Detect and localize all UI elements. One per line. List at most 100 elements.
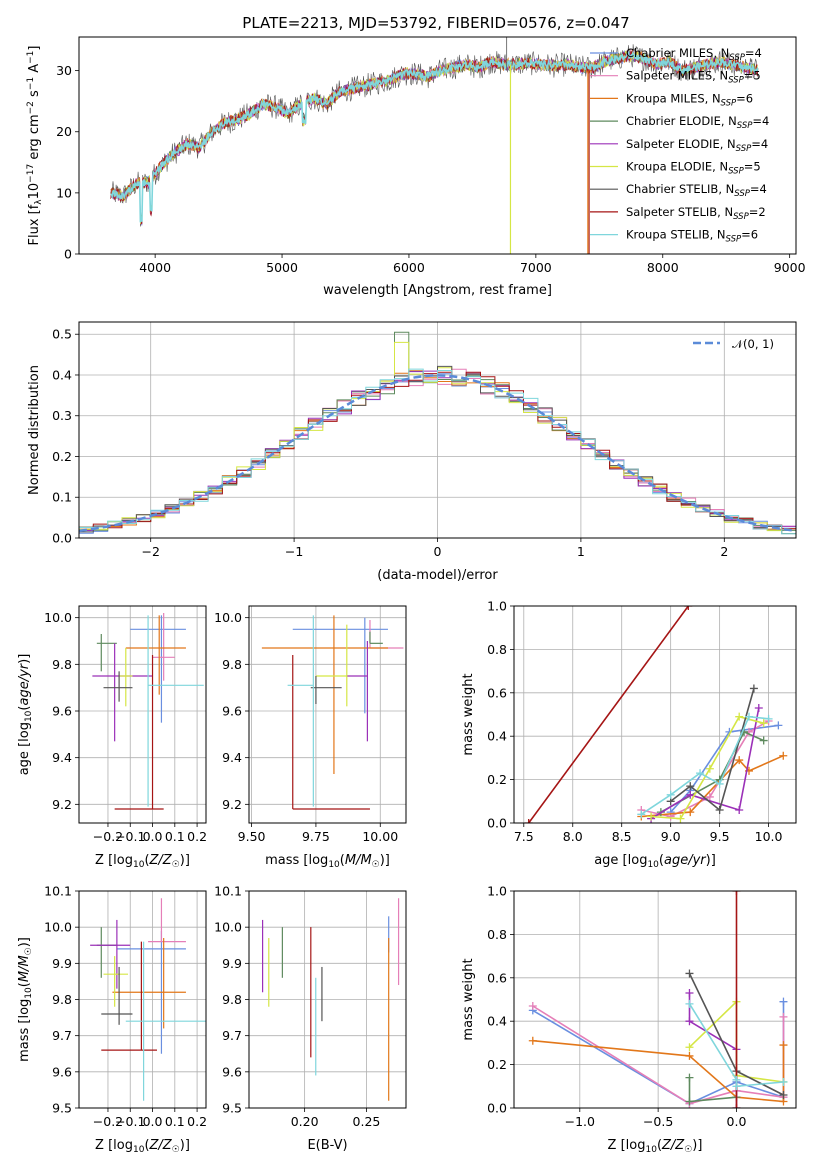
- x-tick-label: 9000: [774, 260, 806, 275]
- x-tick-label: −0.1: [115, 1114, 145, 1129]
- weight-marker: [732, 891, 741, 895]
- x-axis-label: wavelength [Angstrom, rest frame]: [323, 283, 552, 298]
- x-tick-label: 0.25: [353, 1114, 381, 1129]
- x-tick-label: 0.0: [143, 829, 163, 844]
- weight-marker: [524, 819, 533, 823]
- weight-marker: [696, 769, 705, 778]
- x-tick-label: 4000: [139, 260, 171, 275]
- weight-marker: [759, 736, 768, 745]
- y-axis-label: Normed distribution: [27, 365, 42, 495]
- y-tick-label: 10.0: [214, 610, 242, 625]
- panel-spectrum: 4000 5000 6000 7000 8000 9000 0 10 20 30 Chabrier …: [26, 36, 806, 298]
- x-axis-label: Z [log10(Z/Z☉)]: [95, 853, 190, 870]
- normal-reference-curve: [79, 374, 796, 533]
- y-tick-label: 9.9: [222, 956, 242, 971]
- axes-frame: [248, 605, 407, 824]
- weight-marker: [735, 756, 744, 765]
- y-tick-label: 0.3: [52, 408, 72, 423]
- x-axis-label: (data-model)/error: [377, 568, 498, 583]
- weight-series-line: [650, 707, 760, 820]
- y-tick-label: 0.1: [52, 490, 72, 505]
- weight-marker: [685, 1051, 694, 1060]
- x-axis-label: age [log10(age/yr)]: [594, 853, 716, 870]
- spectrum-line: [110, 50, 759, 223]
- y-tick-label: 9.6: [52, 704, 72, 719]
- y-tick-label: 0.8: [487, 927, 507, 942]
- weight-marker: [774, 721, 783, 730]
- y-tick-label: 9.9: [52, 956, 72, 971]
- x-tick-label: 9.50: [238, 829, 266, 844]
- axes-frame: [513, 890, 797, 1109]
- weight-series-line: [670, 688, 755, 812]
- y-tick-label: 9.8: [222, 657, 242, 672]
- y-tick-label: 9.8: [52, 992, 72, 1007]
- legend-entry: 𝒩(0, 1): [732, 337, 774, 351]
- y-tick-label: 0.2: [487, 1057, 507, 1072]
- weight-marker: [685, 1073, 694, 1082]
- axes-frame: [78, 605, 207, 824]
- plot-area: [261, 898, 400, 1101]
- weight-marker: [684, 606, 693, 610]
- weight-marker: [779, 1041, 788, 1050]
- weight-marker: [705, 764, 714, 773]
- weight-marker: [759, 719, 768, 728]
- weight-marker: [715, 805, 724, 814]
- panel-age_vs_Z: −0.2−0.10.0 0.1 0.2 9.2 9.4 9.6 9.8 10.0 Z [log1…: [17, 605, 207, 870]
- weight-marker: [528, 1002, 537, 1011]
- legend-entry: Chabrier STELIB, NSSP=4: [626, 182, 767, 199]
- x-tick-label: 6000: [393, 260, 425, 275]
- x-tick-label: 9.75: [302, 829, 330, 844]
- weight-marker: [685, 1017, 694, 1026]
- weight-marker: [685, 1097, 694, 1106]
- y-tick-label: 9.5: [222, 1101, 242, 1116]
- y-tick-label: 0.0: [487, 816, 507, 831]
- y-tick-label: 9.7: [222, 1028, 242, 1043]
- weight-marker: [647, 812, 656, 821]
- x-tick-label: −0.2: [93, 829, 123, 844]
- plot-area: [261, 615, 404, 810]
- y-tick-label: 9.6: [222, 704, 242, 719]
- weight-marker: [715, 779, 724, 788]
- x-tick-label: 0.1: [165, 829, 185, 844]
- panel-residuals: −2 −1 0 1 2 0.0 0.1 0.2 0.3 0.4 0.5 𝒩(0, 1) (data-mo…: [27, 321, 797, 583]
- weight-marker: [745, 712, 753, 721]
- x-tick-label: −1: [285, 544, 303, 559]
- y-tick-label: 1.0: [487, 884, 507, 899]
- weight-marker: [685, 988, 694, 997]
- weight-marker: [685, 969, 694, 978]
- y-tick-label: 0.2: [487, 772, 507, 787]
- panel-weight_vs_age: 7.5 8.0 8.5 9.0 9.5 10.0 0.0 0.2 0.4 0.6 0.8 1.0 age…: [461, 599, 797, 870]
- weight-marker: [764, 714, 773, 723]
- y-tick-label: 10: [56, 185, 72, 200]
- y-tick-label: 0.0: [487, 1101, 507, 1116]
- x-tick-label: 0.20: [291, 1114, 319, 1129]
- weight-marker: [666, 790, 675, 799]
- y-tick-label: 0.6: [487, 970, 507, 985]
- y-tick-label: 0.4: [487, 729, 507, 744]
- weight-marker: [732, 1082, 741, 1091]
- weight-marker: [732, 1104, 741, 1108]
- y-tick-label: 10.0: [44, 610, 72, 625]
- weight-marker: [735, 805, 744, 814]
- weight-marker: [779, 751, 788, 760]
- x-tick-label: 0.2: [187, 829, 207, 844]
- axes-frame: [78, 36, 797, 255]
- weight-series-line: [528, 606, 689, 823]
- y-tick-label: 0.5: [52, 327, 72, 342]
- y-tick-label: 10.1: [214, 884, 242, 899]
- plot-area: [110, 37, 759, 254]
- plot-area: [79, 331, 796, 535]
- x-axis-label: E(B-V): [307, 1138, 347, 1153]
- x-tick-label: 2: [720, 544, 728, 559]
- panel-mass_vs_Z: −0.2−0.10.0 0.1 0.2 9.5 9.6 9.7 9.8 9.9 10.0 10.1…: [17, 884, 207, 1156]
- legend-entry: Chabrier MILES, NSSP=4: [626, 46, 762, 63]
- y-tick-label: 9.6: [222, 1064, 242, 1079]
- x-tick-label: −0.1: [115, 829, 145, 844]
- x-tick-label: 8000: [647, 260, 679, 275]
- x-axis-label: Z [log10(Z/Z☉)]: [608, 1138, 703, 1155]
- weight-marker: [735, 712, 744, 721]
- figure-title: PLATE=2213, MJD=53792, FIBERID=0576, z=0…: [242, 14, 629, 32]
- x-axis-label: Z [log10(Z/Z☉)]: [95, 1138, 190, 1155]
- x-tick-label: 9.0: [661, 829, 681, 844]
- x-tick-label: 5000: [266, 260, 298, 275]
